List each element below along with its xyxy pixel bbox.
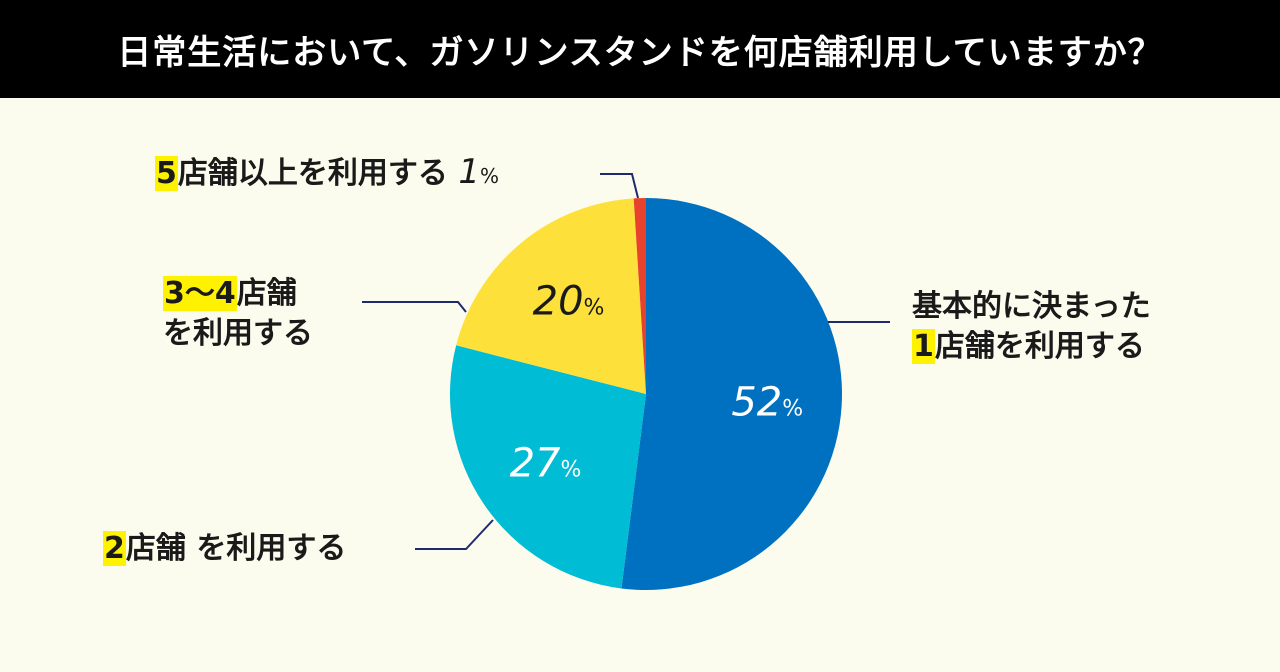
slice-three-four-stores <box>456 198 646 394</box>
slice-two-stores <box>450 345 646 589</box>
label-three-text: 店舗 <box>236 276 297 311</box>
leader-line-two <box>415 519 494 550</box>
value-label-slice-two-stores: 27% <box>510 440 582 486</box>
label-three-number: 3～4 <box>163 276 237 311</box>
label-three-line2: を利用する <box>163 316 313 351</box>
label-five-text: 店舗以上を利用する <box>177 156 448 191</box>
label-two-stores: 2店舗 を利用する <box>103 529 346 569</box>
label-five-percent: 1% <box>458 152 499 192</box>
slice-one-store <box>621 198 843 590</box>
label-one-line1: 基本的に決まった <box>912 289 1151 324</box>
value-label-slice-one-store: 52% <box>731 380 803 426</box>
chart-title: 日常生活において、ガソリンスタンドを何店舗利用していますか？ <box>0 0 1280 98</box>
leader-line-five <box>600 173 639 199</box>
slice-five-plus-stores <box>633 198 646 394</box>
label-three-four-stores: 3～4店舗 を利用する <box>163 274 313 354</box>
label-one-store: 基本的に決まった 1店舗を利用する <box>912 287 1151 367</box>
label-five-number: 5 <box>155 156 178 191</box>
label-two-text: 店舗 を利用する <box>125 531 347 566</box>
label-one-text: 店舗を利用する <box>934 329 1145 364</box>
label-five-stores: 5店舗以上を利用する 1% <box>155 152 499 196</box>
label-two-number: 2 <box>103 531 126 566</box>
value-label-slice-three-four-stores: 20% <box>533 278 605 324</box>
leader-line-three <box>362 301 467 313</box>
label-one-number: 1 <box>912 329 935 364</box>
